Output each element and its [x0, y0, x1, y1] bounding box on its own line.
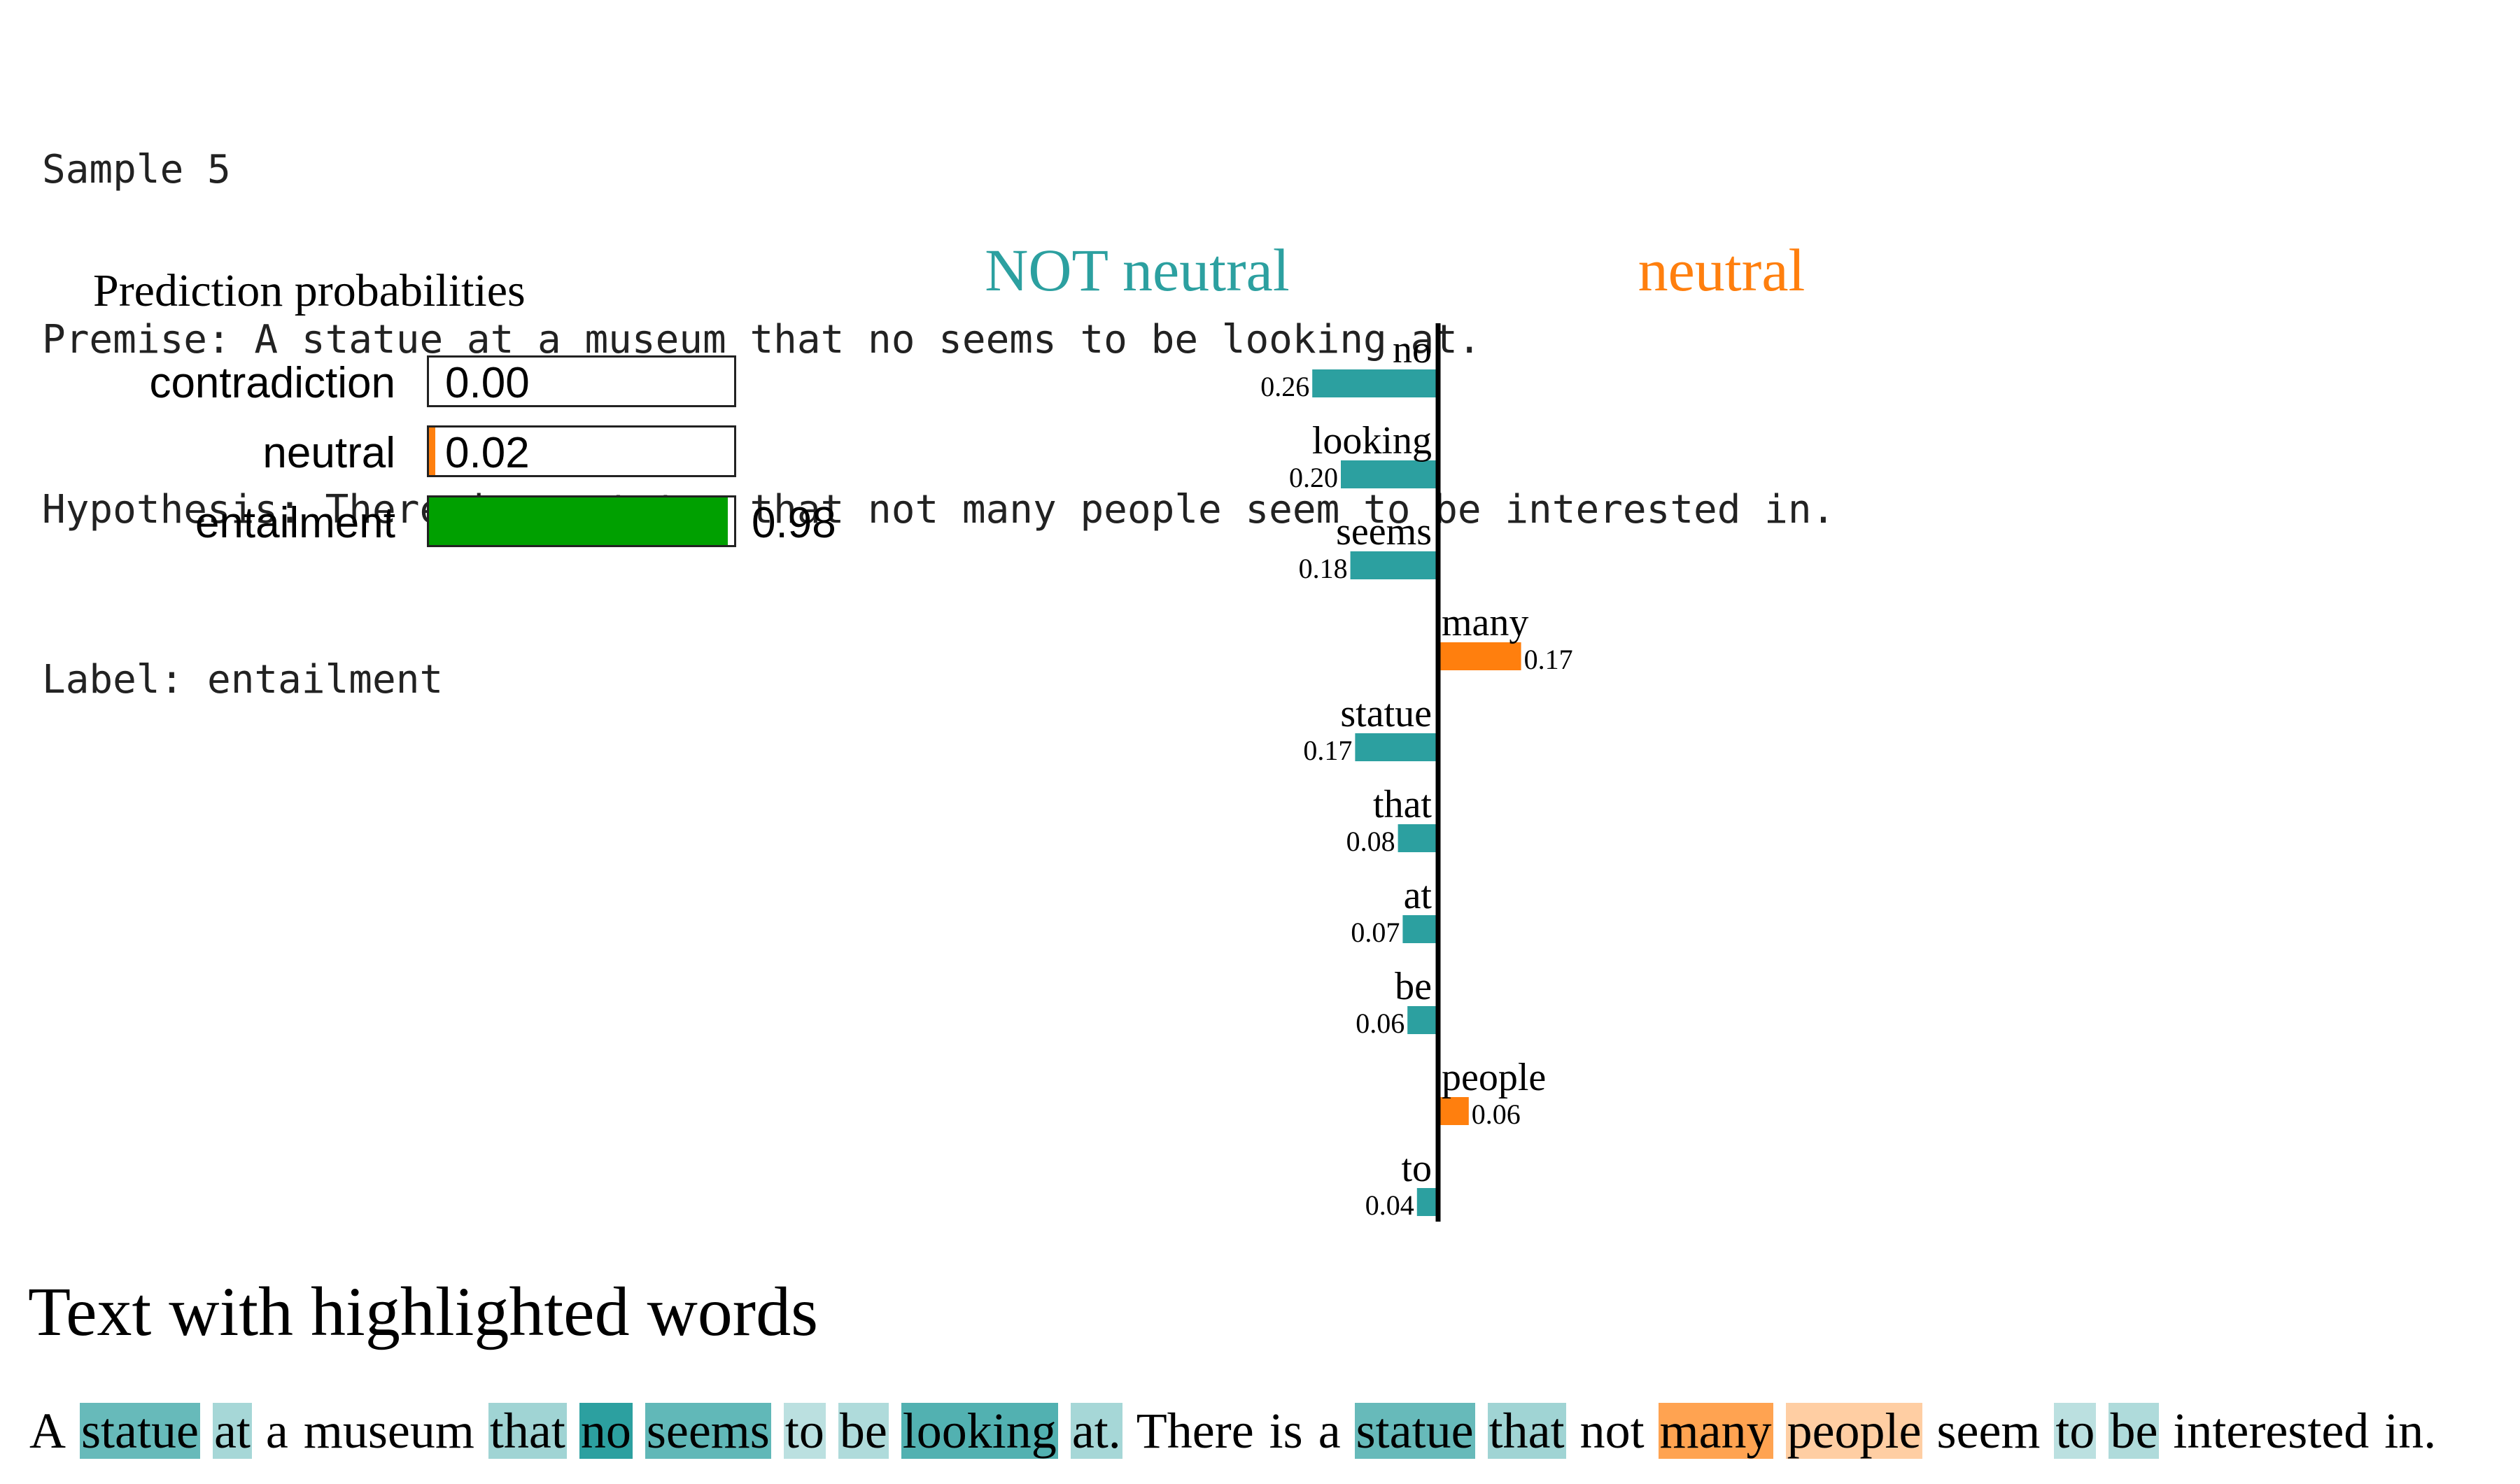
highlight-word: interested [2173, 1403, 2370, 1459]
bar-word-no: no [1393, 328, 1432, 372]
bar-word-statue: statue [1340, 692, 1432, 735]
highlight-word: museum [303, 1403, 474, 1459]
highlight-word: that [1487, 1403, 1566, 1459]
sample-info: Sample 5 Premise: A statue at a museum t… [42, 28, 1835, 765]
prob-row-neutral: neutral 0.02 [0, 425, 910, 481]
prob-row-entailment: entailment 0.98 [0, 495, 910, 551]
highlight-word: people [1785, 1403, 1923, 1459]
highlight-word: seem [1936, 1403, 2041, 1459]
bar-to [1416, 1188, 1436, 1216]
prob-label-neutral: neutral [262, 429, 395, 477]
bar-value-be: 0.06 [1356, 1008, 1405, 1039]
prob-label-contradiction: contradiction [149, 359, 395, 407]
highlight-word: at. [1070, 1403, 1122, 1459]
highlight-word: statue [80, 1403, 200, 1459]
highlight-word: A [29, 1403, 66, 1459]
bar-seems [1350, 551, 1436, 579]
highlight-word: to [783, 1403, 826, 1459]
highlight-word: many [1658, 1403, 1773, 1459]
highlight-word: seems [645, 1403, 771, 1459]
bar-word-seems: seems [1336, 510, 1432, 553]
bar-that [1398, 824, 1436, 852]
bar-word-that: that [1373, 783, 1432, 826]
sample-title: Sample 5 [42, 147, 231, 192]
bar-value-statue: 0.17 [1303, 735, 1352, 766]
bar-people [1440, 1097, 1469, 1125]
bar-word-many: many [1442, 601, 1528, 644]
highlight-word: at [212, 1403, 252, 1459]
highlight-word: is [1269, 1403, 1303, 1459]
bar-value-many: 0.17 [1524, 644, 1573, 675]
prob-fill-entailment [429, 497, 728, 545]
bar-word-people: people [1442, 1056, 1546, 1099]
bar-value-seems: 0.18 [1299, 553, 1348, 584]
bar-statue [1355, 733, 1436, 761]
bar-be [1407, 1006, 1436, 1034]
bar-value-no: 0.26 [1260, 371, 1309, 402]
bar-value-people: 0.06 [1472, 1098, 1521, 1130]
highlight-word: no [579, 1403, 633, 1459]
prob-row-contradiction: contradiction 0.00 [0, 355, 910, 411]
bar-no [1312, 369, 1436, 397]
chart-right-title: neutral [1638, 236, 1805, 304]
highlight-word: that [488, 1403, 567, 1459]
bar-word-to: to [1401, 1147, 1432, 1190]
highlight-word: not [1579, 1403, 1645, 1459]
label-line: Label: entailment [42, 657, 444, 702]
highlight-word: looking [901, 1403, 1058, 1459]
prob-bar-entailment [427, 495, 736, 547]
chart-left-title: NOT neutral [985, 236, 1289, 304]
prob-label-entailment: entailment [195, 499, 395, 547]
highlight-word: to [2054, 1403, 2097, 1459]
highlight-word: a [1318, 1403, 1341, 1459]
highlight-word: in. [2384, 1403, 2437, 1459]
prob-value-contradiction: 0.00 [445, 359, 530, 407]
bar-value-looking: 0.20 [1289, 462, 1338, 493]
bar-many [1440, 642, 1521, 670]
prob-fill-neutral [429, 427, 435, 475]
prob-bar-neutral [427, 425, 736, 477]
prob-value-neutral: 0.02 [445, 429, 530, 477]
highlight-word: a [265, 1403, 288, 1459]
prediction-probabilities-title: Prediction probabilities [93, 265, 526, 316]
bar-word-at: at [1404, 874, 1433, 917]
bar-value-that: 0.08 [1346, 826, 1395, 857]
highlight-word: There [1136, 1403, 1254, 1459]
bar-word-be: be [1395, 965, 1432, 1008]
highlight-word: be [838, 1403, 889, 1459]
prob-bar-contradiction [427, 355, 736, 407]
bar-at [1402, 915, 1436, 943]
highlighted-text-title: Text with highlighted words [28, 1273, 819, 1350]
premise-line: Premise: A statue at a museum that no se… [42, 317, 1481, 362]
highlight-word: be [2109, 1403, 2160, 1459]
highlighted-text: A statue at a museum that no seems to be… [28, 1396, 2437, 1466]
bar-value-to: 0.04 [1365, 1189, 1414, 1221]
bar-value-at: 0.07 [1351, 917, 1400, 948]
bar-word-looking: looking [1312, 419, 1432, 462]
bar-looking [1341, 460, 1436, 488]
prob-value-entailment: 0.98 [752, 499, 836, 547]
highlight-word: statue [1354, 1403, 1475, 1459]
hypothesis-line: Hypothesis: There is a statue that not m… [42, 487, 1836, 532]
